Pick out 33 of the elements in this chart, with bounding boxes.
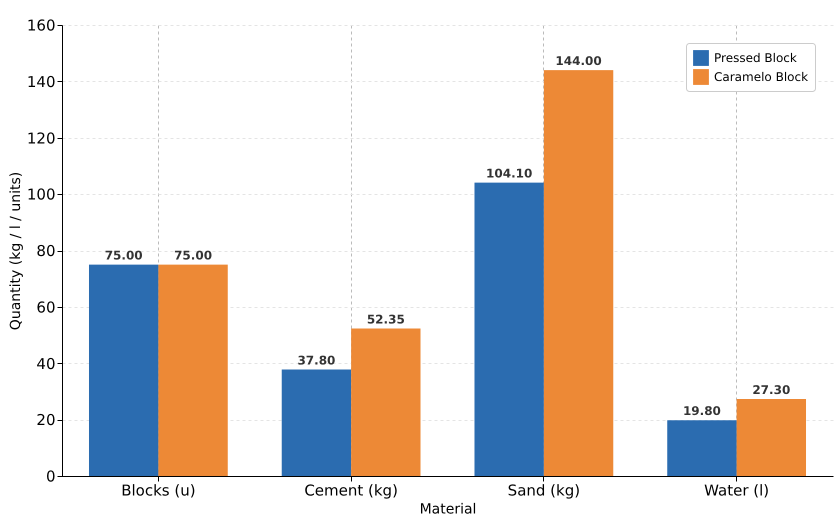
data-label: 37.80 [297, 353, 336, 368]
data-label: 144.00 [555, 54, 602, 68]
bar [158, 264, 228, 476]
bar [282, 369, 352, 476]
legend-label: Pressed Block [714, 51, 797, 65]
data-label: 27.30 [752, 383, 790, 398]
y-tick-label: 40 [36, 354, 56, 373]
y-tick-label: 80 [36, 242, 56, 260]
bar [88, 264, 158, 476]
y-tick-label: 100 [26, 186, 56, 204]
data-label: 75.00 [104, 248, 143, 263]
y-tick-label: 0 [46, 468, 56, 486]
bar [474, 182, 544, 476]
data-label: 19.80 [682, 404, 721, 418]
x-axis-title: Material [420, 502, 476, 518]
data-label: 75.00 [174, 248, 212, 263]
y-tick-label: 20 [36, 411, 56, 430]
x-tick-label: Sand (kg) [508, 482, 580, 500]
x-tick-label: Water (l) [704, 482, 770, 500]
x-tick-label: Cement (kg) [304, 482, 398, 500]
y-tick-label: 120 [26, 129, 56, 148]
y-axis-title: Quantity (kg / l / units) [8, 172, 24, 330]
legend-label: Caramelo Block [714, 70, 808, 84]
y-tick-label: 60 [36, 298, 56, 316]
bar [736, 399, 806, 476]
bar [351, 328, 421, 476]
data-label: 52.35 [366, 312, 405, 326]
bar [544, 70, 614, 476]
x-tick-label: Blocks (u) [121, 482, 196, 500]
y-tick-label: 140 [26, 72, 56, 91]
bar [667, 420, 737, 476]
y-tick-label: 160 [26, 16, 56, 34]
data-label: 104.10 [486, 166, 532, 181]
